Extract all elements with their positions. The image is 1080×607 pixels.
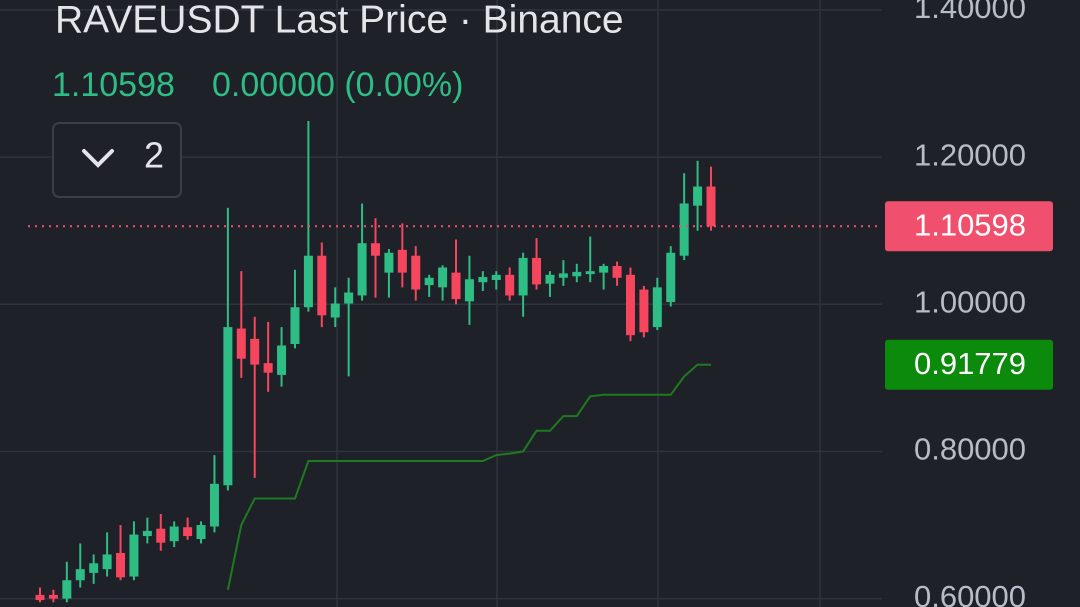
candle-body — [263, 363, 273, 373]
candle-body — [357, 243, 367, 296]
indicator-value-box — [885, 339, 1053, 390]
candle-body — [693, 186, 703, 206]
last-price-box — [885, 201, 1053, 252]
candle-body — [35, 594, 45, 601]
candle-body — [666, 252, 676, 303]
candle-body — [599, 266, 609, 273]
y-tick-label: 0.60000 — [914, 579, 1026, 607]
candle-body — [652, 287, 662, 328]
chevron-icon — [82, 149, 114, 168]
candle-body — [505, 274, 515, 296]
candle-body — [48, 594, 58, 599]
indicator-count: 2 — [144, 135, 164, 176]
candle-body — [209, 483, 219, 527]
candle-body — [236, 328, 246, 359]
chart-title: RAVEUSDT Last Price · Binance — [55, 0, 624, 41]
candle-body — [169, 526, 179, 542]
y-tick-label: 1.00000 — [914, 284, 1026, 319]
candle-body — [116, 552, 126, 578]
candle-body — [183, 527, 193, 537]
indicator-toggle[interactable]: 2 — [52, 122, 182, 198]
candle-body — [532, 257, 542, 285]
candle-body — [102, 554, 112, 570]
candle-body — [250, 338, 260, 365]
price: 1.10598 — [52, 66, 175, 104]
indicator-line — [226, 363, 712, 591]
candle-body — [223, 327, 233, 486]
candle-body — [330, 303, 340, 318]
candle-body — [129, 534, 139, 577]
candle-body — [424, 277, 434, 286]
candle-body — [411, 255, 421, 290]
y-tick-label: 1.40000 — [914, 0, 1026, 25]
candle-body — [518, 257, 528, 296]
candle-body — [706, 186, 716, 227]
candle-body — [451, 272, 461, 300]
candle-body — [572, 271, 582, 277]
candle-body — [585, 271, 595, 275]
candle-body — [371, 243, 380, 256]
candle-body — [545, 274, 555, 284]
candle-body — [344, 292, 354, 304]
candle-body — [303, 255, 313, 308]
candle-body — [317, 255, 327, 316]
indicator-value-label: 0.91779 — [914, 346, 1026, 381]
toggle-box[interactable] — [52, 122, 182, 198]
candle-body — [679, 203, 689, 256]
candle-body — [397, 249, 407, 273]
candle-body — [142, 530, 152, 537]
candle-body — [384, 252, 394, 273]
candle-body — [89, 563, 99, 573]
candle-body — [156, 528, 166, 543]
candle-body — [491, 274, 501, 280]
candle-body — [438, 267, 448, 288]
candle-body — [625, 274, 635, 336]
candle-body — [290, 307, 300, 345]
candle-body — [75, 569, 85, 581]
candle-body — [558, 273, 568, 278]
candle-body — [478, 277, 488, 283]
candle-body — [464, 279, 474, 302]
y-tick-label: 0.80000 — [914, 432, 1026, 467]
price-change: 0.00000 (0.00%) — [212, 66, 463, 104]
candle-body — [196, 525, 206, 540]
last-price-label: 1.10598 — [914, 207, 1026, 242]
candle-body — [277, 345, 287, 375]
candle-body — [62, 580, 72, 599]
y-tick-label: 1.20000 — [914, 137, 1026, 172]
candle-body — [639, 289, 649, 333]
candle-body — [612, 266, 622, 278]
